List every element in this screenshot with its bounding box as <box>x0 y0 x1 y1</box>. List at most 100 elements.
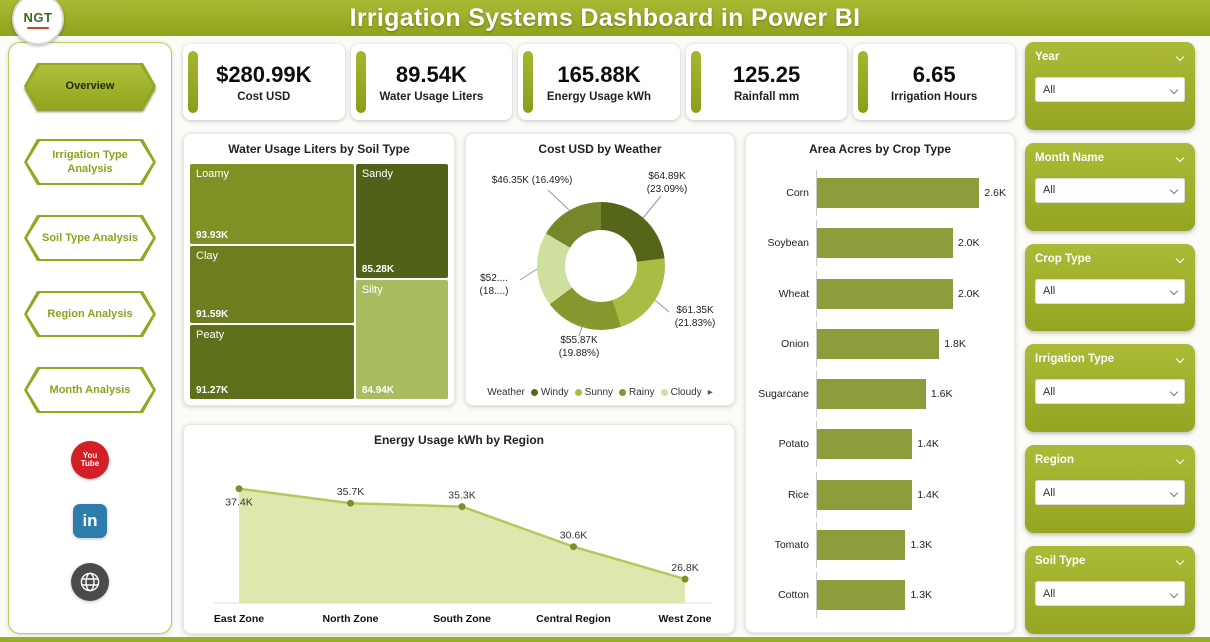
treemap-column: Loamy 93.93K Clay 91.59K Peaty 91.27K <box>190 164 354 399</box>
filter-label: Year <box>1035 51 1060 63</box>
filter-soil-type: Soil Type All <box>1025 546 1195 634</box>
treemap-cell-label: Sandy <box>361 168 394 180</box>
nav-item-region-analysis[interactable]: Region Analysis <box>24 291 156 337</box>
treemap-cell-value: 93.93K <box>196 229 229 241</box>
chevron-down-icon <box>1169 488 1179 498</box>
bar-row: Tomato 1.3K <box>756 521 1006 568</box>
bar[interactable] <box>817 429 913 460</box>
x-axis-label: South Zone <box>433 613 491 625</box>
filter-month-name: Month Name All <box>1025 142 1195 231</box>
chevron-down-icon[interactable] <box>1175 153 1185 163</box>
svg-text:30.6K: 30.6K <box>560 530 587 542</box>
bar[interactable] <box>817 178 980 208</box>
bar-category-label: Wheat <box>778 287 809 300</box>
chevron-down-icon[interactable] <box>1175 254 1185 263</box>
treemap-cell-clay[interactable]: Clay 91.59K <box>190 245 354 324</box>
legend-item-cloudy[interactable]: Cloudy <box>660 387 702 398</box>
svg-text:35.3K: 35.3K <box>448 490 475 502</box>
donut-data-label: $46.35K (16.49%) <box>491 175 573 186</box>
bar-category-label: Rice <box>787 488 809 501</box>
bar-row: Cotton 1.3K <box>756 572 1006 618</box>
bar-track: 1.6K <box>816 371 1006 417</box>
nav-item-overview[interactable]: Overview <box>24 63 156 109</box>
chevron-down-icon <box>1169 85 1179 94</box>
bar[interactable] <box>817 580 906 610</box>
bar-value-label: 1.4K <box>917 438 939 451</box>
chevron-down-icon[interactable] <box>1175 355 1185 364</box>
nav-label: Month Analysis <box>49 383 131 396</box>
filter-dropdown-soil-type[interactable]: All <box>1035 581 1185 607</box>
chevron-down-icon <box>1169 186 1179 195</box>
kpi-label: Energy Usage kWh <box>546 90 652 103</box>
chart-title: Cost USD by Weather <box>538 142 662 156</box>
website-globe-icon[interactable] <box>71 563 109 601</box>
x-axis-label: Central Region <box>536 613 611 625</box>
bar-row: Onion 1.8K <box>756 320 1006 367</box>
kpi-card-irrigation-hours: 6.65 Irrigation Hours <box>853 44 1015 120</box>
kpi-value: $280.99K <box>216 61 312 87</box>
bar-value-label: 2.0K <box>957 287 980 300</box>
bar-value-label: 2.6K <box>984 187 1006 199</box>
bar-chart-card: Area Acres by Crop Type Corn 2.6K Soybean 2… <box>745 133 1015 633</box>
nav-label: Soil Type Analysis <box>42 231 138 244</box>
bar-track: 2.6K <box>816 170 1006 216</box>
nav-item-irrigation-type-analysis[interactable]: Irrigation Type Analysis <box>24 139 156 185</box>
bar-row: Wheat 2.0K <box>756 270 1006 317</box>
treemap-cell-label: Peaty <box>196 329 225 342</box>
filter-value: All <box>1043 385 1056 398</box>
bar-row: Rice 1.4K <box>756 471 1006 518</box>
treemap-cell-loamy[interactable]: Loamy 93.93K <box>190 164 354 244</box>
kpi-card-cost-usd: $280.99K Cost USD <box>183 44 345 120</box>
nav-list: Overview Irrigation Type Analysis Soil T… <box>9 43 171 413</box>
treemap-cell-sandy[interactable]: Sandy 85.28K <box>355 164 448 279</box>
nav-label: Irrigation Type Analysis <box>52 148 128 175</box>
bar[interactable] <box>817 278 953 309</box>
legend-item-sunny[interactable]: Sunny <box>574 387 614 398</box>
nav-item-month-analysis[interactable]: Month Analysis <box>24 367 156 413</box>
bar[interactable] <box>817 328 940 359</box>
filter-dropdown-month-name[interactable]: All <box>1035 177 1185 203</box>
kpi-value: 165.88K <box>557 61 641 87</box>
kpi-row: $280.99K Cost USD 89.54K Water Usage Lit… <box>183 44 1015 120</box>
kpi-accent-bar <box>690 51 701 113</box>
kpi-card-energy-usage: 165.88K Energy Usage kWh <box>518 44 680 120</box>
bar-category-label: Potato <box>778 438 809 451</box>
bar-track: 1.4K <box>816 471 1006 518</box>
filter-dropdown-crop-type[interactable]: All <box>1035 278 1185 304</box>
bar[interactable] <box>817 529 906 560</box>
donut-chart[interactable] <box>537 202 665 330</box>
chevron-down-icon[interactable] <box>1175 456 1185 465</box>
legend-item-windy[interactable]: Windy <box>530 387 569 398</box>
filter-year: Year All <box>1025 42 1195 130</box>
legend-dot <box>660 389 668 396</box>
legend-item-rainy[interactable]: Rainy <box>619 387 655 398</box>
filter-dropdown-year[interactable]: All <box>1035 77 1185 102</box>
legend-scroll-arrow-icon[interactable]: ▸ <box>707 387 713 398</box>
nav-panel: Overview Irrigation Type Analysis Soil T… <box>8 42 172 634</box>
bar[interactable] <box>817 479 913 510</box>
treemap-cell-peaty[interactable]: Peaty 91.27K <box>190 325 354 399</box>
bar-value-label: 2.0K <box>957 237 980 250</box>
chart-legend: Weather Windy Sunny Rainy Cloudy ▸ <box>466 387 734 398</box>
legend-label: Sunny <box>584 387 614 398</box>
treemap-cell-silty[interactable]: Silty 84.94K <box>355 280 448 399</box>
bar[interactable] <box>817 379 926 409</box>
filter-dropdown-region[interactable]: All <box>1035 480 1185 506</box>
chevron-down-icon[interactable] <box>1175 556 1185 566</box>
bar[interactable] <box>817 228 953 259</box>
filter-dropdown-irrigation-type[interactable]: All <box>1035 379 1185 405</box>
header-bar: Irrigation Systems Dashboard in Power BI <box>0 0 1210 36</box>
area-chart[interactable]: 37.4K 35.7K 35.3K 30.6K 26.8K <box>196 455 724 607</box>
filter-region: Region All <box>1025 445 1195 534</box>
nav-item-soil-type-analysis[interactable]: Soil Type Analysis <box>24 215 156 261</box>
linkedin-icon[interactable]: in <box>73 504 107 538</box>
bar-track: 1.3K <box>816 572 1006 618</box>
chart-title: Area Acres by Crop Type <box>808 142 952 156</box>
bar-category-label: Corn <box>786 187 809 199</box>
chevron-down-icon[interactable] <box>1175 52 1185 62</box>
youtube-icon[interactable]: You Tube <box>71 441 109 479</box>
filter-label: Month Name <box>1035 151 1104 164</box>
donut-data-label: $61.35K (21.83%) <box>674 305 716 329</box>
nav-label: Region Analysis <box>47 307 133 320</box>
filter-label: Irrigation Type <box>1035 353 1115 366</box>
